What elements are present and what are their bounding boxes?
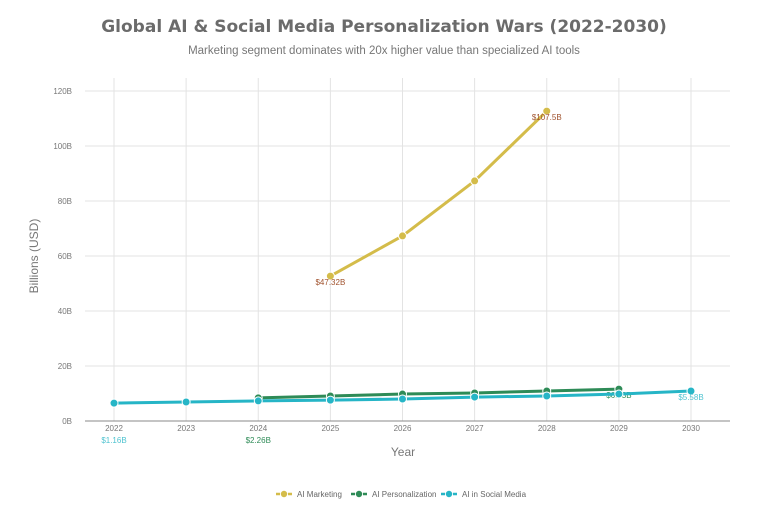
data-point (542, 106, 552, 116)
grid (85, 78, 730, 422)
data-point (614, 389, 624, 399)
x-tick-label: 2025 (321, 424, 339, 433)
series-line-0 (329, 109, 548, 278)
data-point (398, 394, 407, 404)
y-tick-label: 20B (58, 362, 72, 371)
x-tick-label: 2030 (682, 424, 700, 433)
ticks: 0B 20B 40B 60B 80B 100B 120B 2022 2023 2024 2025 20… (53, 87, 700, 433)
data-point (325, 271, 335, 281)
data-point (686, 386, 696, 396)
legend-marker (445, 490, 453, 498)
legend-label: AI Marketing (297, 490, 342, 499)
data-point (542, 391, 552, 401)
data-label: $1.16B (101, 436, 126, 445)
data-label: $107.5B (532, 113, 562, 122)
legend-label: AI Personalization (372, 490, 436, 499)
data-point (470, 176, 480, 186)
x-tick-label: 2029 (610, 424, 628, 433)
x-tick-label: 2023 (177, 424, 195, 433)
series-line-1 (258, 387, 619, 400)
chart-subtitle: Marketing segment dominates with 20x hig… (188, 45, 580, 57)
x-tick-label: 2026 (394, 424, 412, 433)
chart-title: Global AI & Social Media Personalization… (101, 17, 667, 37)
legend: AI Marketing AI Personalization AI in Soci… (276, 490, 527, 499)
data-point (253, 396, 263, 406)
y-axis-label: Billions (USD) (27, 219, 41, 294)
legend-marker (355, 490, 363, 498)
x-tick-label: 2024 (249, 424, 267, 433)
legend-marker (280, 490, 288, 498)
data-label: $47.32B (315, 278, 345, 287)
y-tick-label: 40B (58, 307, 72, 316)
data-point (181, 397, 191, 407)
x-tick-label: 2027 (466, 424, 484, 433)
x-tick-label: 2028 (538, 424, 556, 433)
data-point (109, 398, 119, 408)
y-tick-label: 0B (62, 417, 72, 426)
data-point (470, 392, 480, 402)
y-tick-label: 100B (53, 142, 72, 151)
data-label: $5.58B (678, 393, 703, 402)
x-axis-label: Year (391, 445, 415, 459)
y-tick-label: 80B (58, 197, 72, 206)
data-label: $2.26B (246, 436, 271, 445)
x-tick-label: 2022 (105, 424, 123, 433)
y-tick-label: 120B (53, 87, 72, 96)
data-point (398, 231, 407, 241)
data-point (325, 395, 335, 405)
y-tick-label: 60B (58, 252, 72, 261)
legend-label: AI in Social Media (462, 490, 527, 499)
series-group: $47.32B$107.5B$2.26B$6.03B$1.16B$5.58B (101, 106, 704, 445)
